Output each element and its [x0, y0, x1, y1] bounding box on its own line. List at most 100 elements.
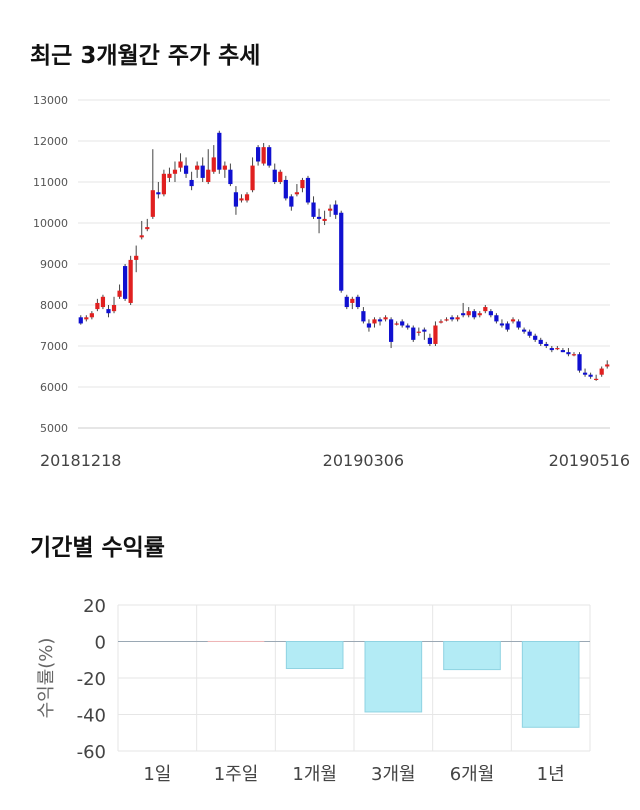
candle-body: [206, 169, 211, 182]
candle-body: [449, 317, 455, 320]
candle-body: [316, 216, 322, 219]
price-trend-title: 최근 3개월간 주가 추세: [30, 43, 261, 69]
candle-body: [261, 147, 266, 164]
return-bar: [443, 641, 501, 671]
candle-body: [289, 196, 294, 207]
y-tick-label: 9000: [40, 258, 68, 271]
candle-body: [84, 317, 89, 320]
candle-body: [466, 311, 471, 316]
candle-body: [111, 305, 117, 312]
y-tick-label: 8000: [40, 299, 68, 312]
candle-body: [344, 296, 349, 308]
candle-body: [372, 319, 377, 324]
candle-body: [416, 331, 421, 333]
candle-body: [78, 317, 83, 324]
returns-title: 기간별 수익률: [30, 535, 165, 561]
x-tick-label: 1개월: [292, 764, 337, 785]
candle-body: [145, 227, 150, 230]
candle-body: [472, 311, 477, 318]
candle-body: [433, 325, 438, 344]
candle-body: [228, 169, 233, 185]
candle-body: [594, 378, 599, 380]
x-tick-label: 3개월: [371, 764, 416, 785]
candle-body: [521, 329, 527, 332]
x-tick-label: 6개월: [450, 764, 495, 785]
candle-body: [322, 218, 327, 221]
x-tick-label: 20181218: [40, 451, 121, 470]
return-bar: [364, 641, 423, 713]
candle-body: [150, 190, 155, 217]
candle-body: [477, 313, 482, 316]
candle-body: [455, 317, 460, 320]
candle-body: [599, 368, 604, 375]
candle-body: [272, 169, 277, 182]
candle-body: [283, 179, 288, 199]
candle-body: [244, 194, 250, 201]
x-tick-label: 20190306: [323, 451, 404, 470]
candle-body: [499, 323, 505, 326]
candle-body: [134, 255, 139, 260]
candle-body: [577, 354, 582, 371]
candle-body: [278, 171, 283, 182]
candle-body: [89, 313, 94, 318]
y-tick-label: 20: [83, 596, 106, 617]
candle-body: [605, 364, 610, 367]
candle-body: [233, 192, 239, 207]
candle-body: [255, 147, 261, 162]
candle-body: [305, 177, 311, 203]
y-axis-label: 수익률(%): [36, 638, 57, 719]
candle-body: [139, 235, 144, 238]
candle-body: [95, 302, 100, 310]
candle-body: [555, 348, 560, 350]
candle-body: [328, 208, 333, 211]
y-tick-label: 12000: [33, 135, 68, 148]
candle-body: [217, 132, 222, 170]
y-tick-label: 11000: [33, 176, 68, 189]
x-tick-label: 1일: [143, 764, 171, 785]
candle-body: [355, 296, 360, 308]
candle-body: [267, 147, 272, 166]
return-bar: [521, 641, 580, 728]
return-bar: [285, 641, 344, 670]
candle-body: [350, 298, 355, 303]
candle-body: [427, 337, 433, 344]
candle-body: [183, 165, 189, 174]
candle-body: [172, 169, 178, 174]
candle-body: [195, 165, 200, 170]
y-tick-label: -40: [77, 706, 106, 727]
candle-body: [377, 319, 383, 322]
candle-body: [339, 212, 344, 291]
candle-body: [582, 372, 588, 375]
y-tick-label: -20: [77, 669, 106, 690]
candle-body: [294, 192, 300, 195]
candle-body: [161, 173, 167, 195]
candle-body: [250, 165, 255, 191]
candle-body: [533, 335, 538, 340]
y-tick-label: 10000: [33, 217, 68, 230]
candle-body: [156, 192, 161, 195]
return-bar: [207, 640, 265, 642]
candle-body: [311, 202, 316, 217]
candle-body: [566, 352, 571, 355]
candlestick-chart: 5000 6000 7000 8000 9000 10000 11000 12000 13000…: [33, 94, 630, 470]
candle-body: [383, 317, 388, 320]
candle-body: [239, 198, 244, 201]
candle-body: [516, 321, 521, 328]
candle-body: [106, 309, 111, 314]
candle-body: [189, 179, 194, 187]
candle-body: [211, 157, 216, 172]
candle-body: [100, 296, 106, 308]
candle-body: [438, 321, 444, 323]
candle-body: [333, 204, 338, 215]
candle-body: [128, 259, 133, 303]
candle-body: [117, 290, 122, 297]
candle-body: [494, 315, 499, 322]
x-tick-label: 20190516: [549, 451, 630, 470]
candle-body: [400, 321, 405, 326]
candle-body: [560, 350, 566, 353]
candle-body: [388, 319, 394, 342]
candle-body: [200, 165, 205, 178]
candle-body: [510, 319, 516, 322]
candle-body: [411, 327, 416, 340]
candle-body: [483, 307, 488, 312]
